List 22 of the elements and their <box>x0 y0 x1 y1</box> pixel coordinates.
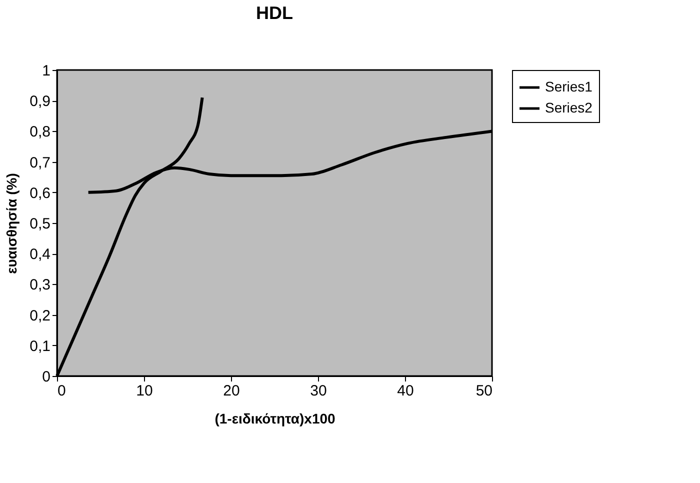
y-tick-label: 0 <box>42 368 50 386</box>
y-tick-label: 0,8 <box>30 124 50 141</box>
y-tick-label: 0,1 <box>30 338 50 355</box>
y-tick-label: 0,5 <box>30 216 50 232</box>
y-axis-title: ευαισθησία (%) <box>4 173 20 274</box>
chart-title: HDL <box>256 3 293 23</box>
y-tick-label: 0,2 <box>30 307 50 324</box>
y-tick-label: 1 <box>42 62 50 80</box>
y-tick-label: 0,7 <box>30 154 50 172</box>
legend-label: Series1 <box>545 78 593 94</box>
y-tick-label: 0,4 <box>30 246 50 264</box>
legend-label: Series2 <box>545 100 593 116</box>
x-tick-label: 20 <box>223 382 240 400</box>
x-tick-label: 0 <box>58 382 66 400</box>
y-tick-label: 0,3 <box>30 276 50 294</box>
x-tick-label: 10 <box>136 382 153 400</box>
x-tick-label: 40 <box>397 382 414 400</box>
x-tick-label: 50 <box>476 382 492 400</box>
y-tick-label: 0,9 <box>30 93 50 110</box>
x-axis-title: (1-ειδικότητα)x100 <box>214 410 336 426</box>
x-tick-label: 30 <box>310 382 327 400</box>
y-tick-label: 0,6 <box>30 184 50 202</box>
